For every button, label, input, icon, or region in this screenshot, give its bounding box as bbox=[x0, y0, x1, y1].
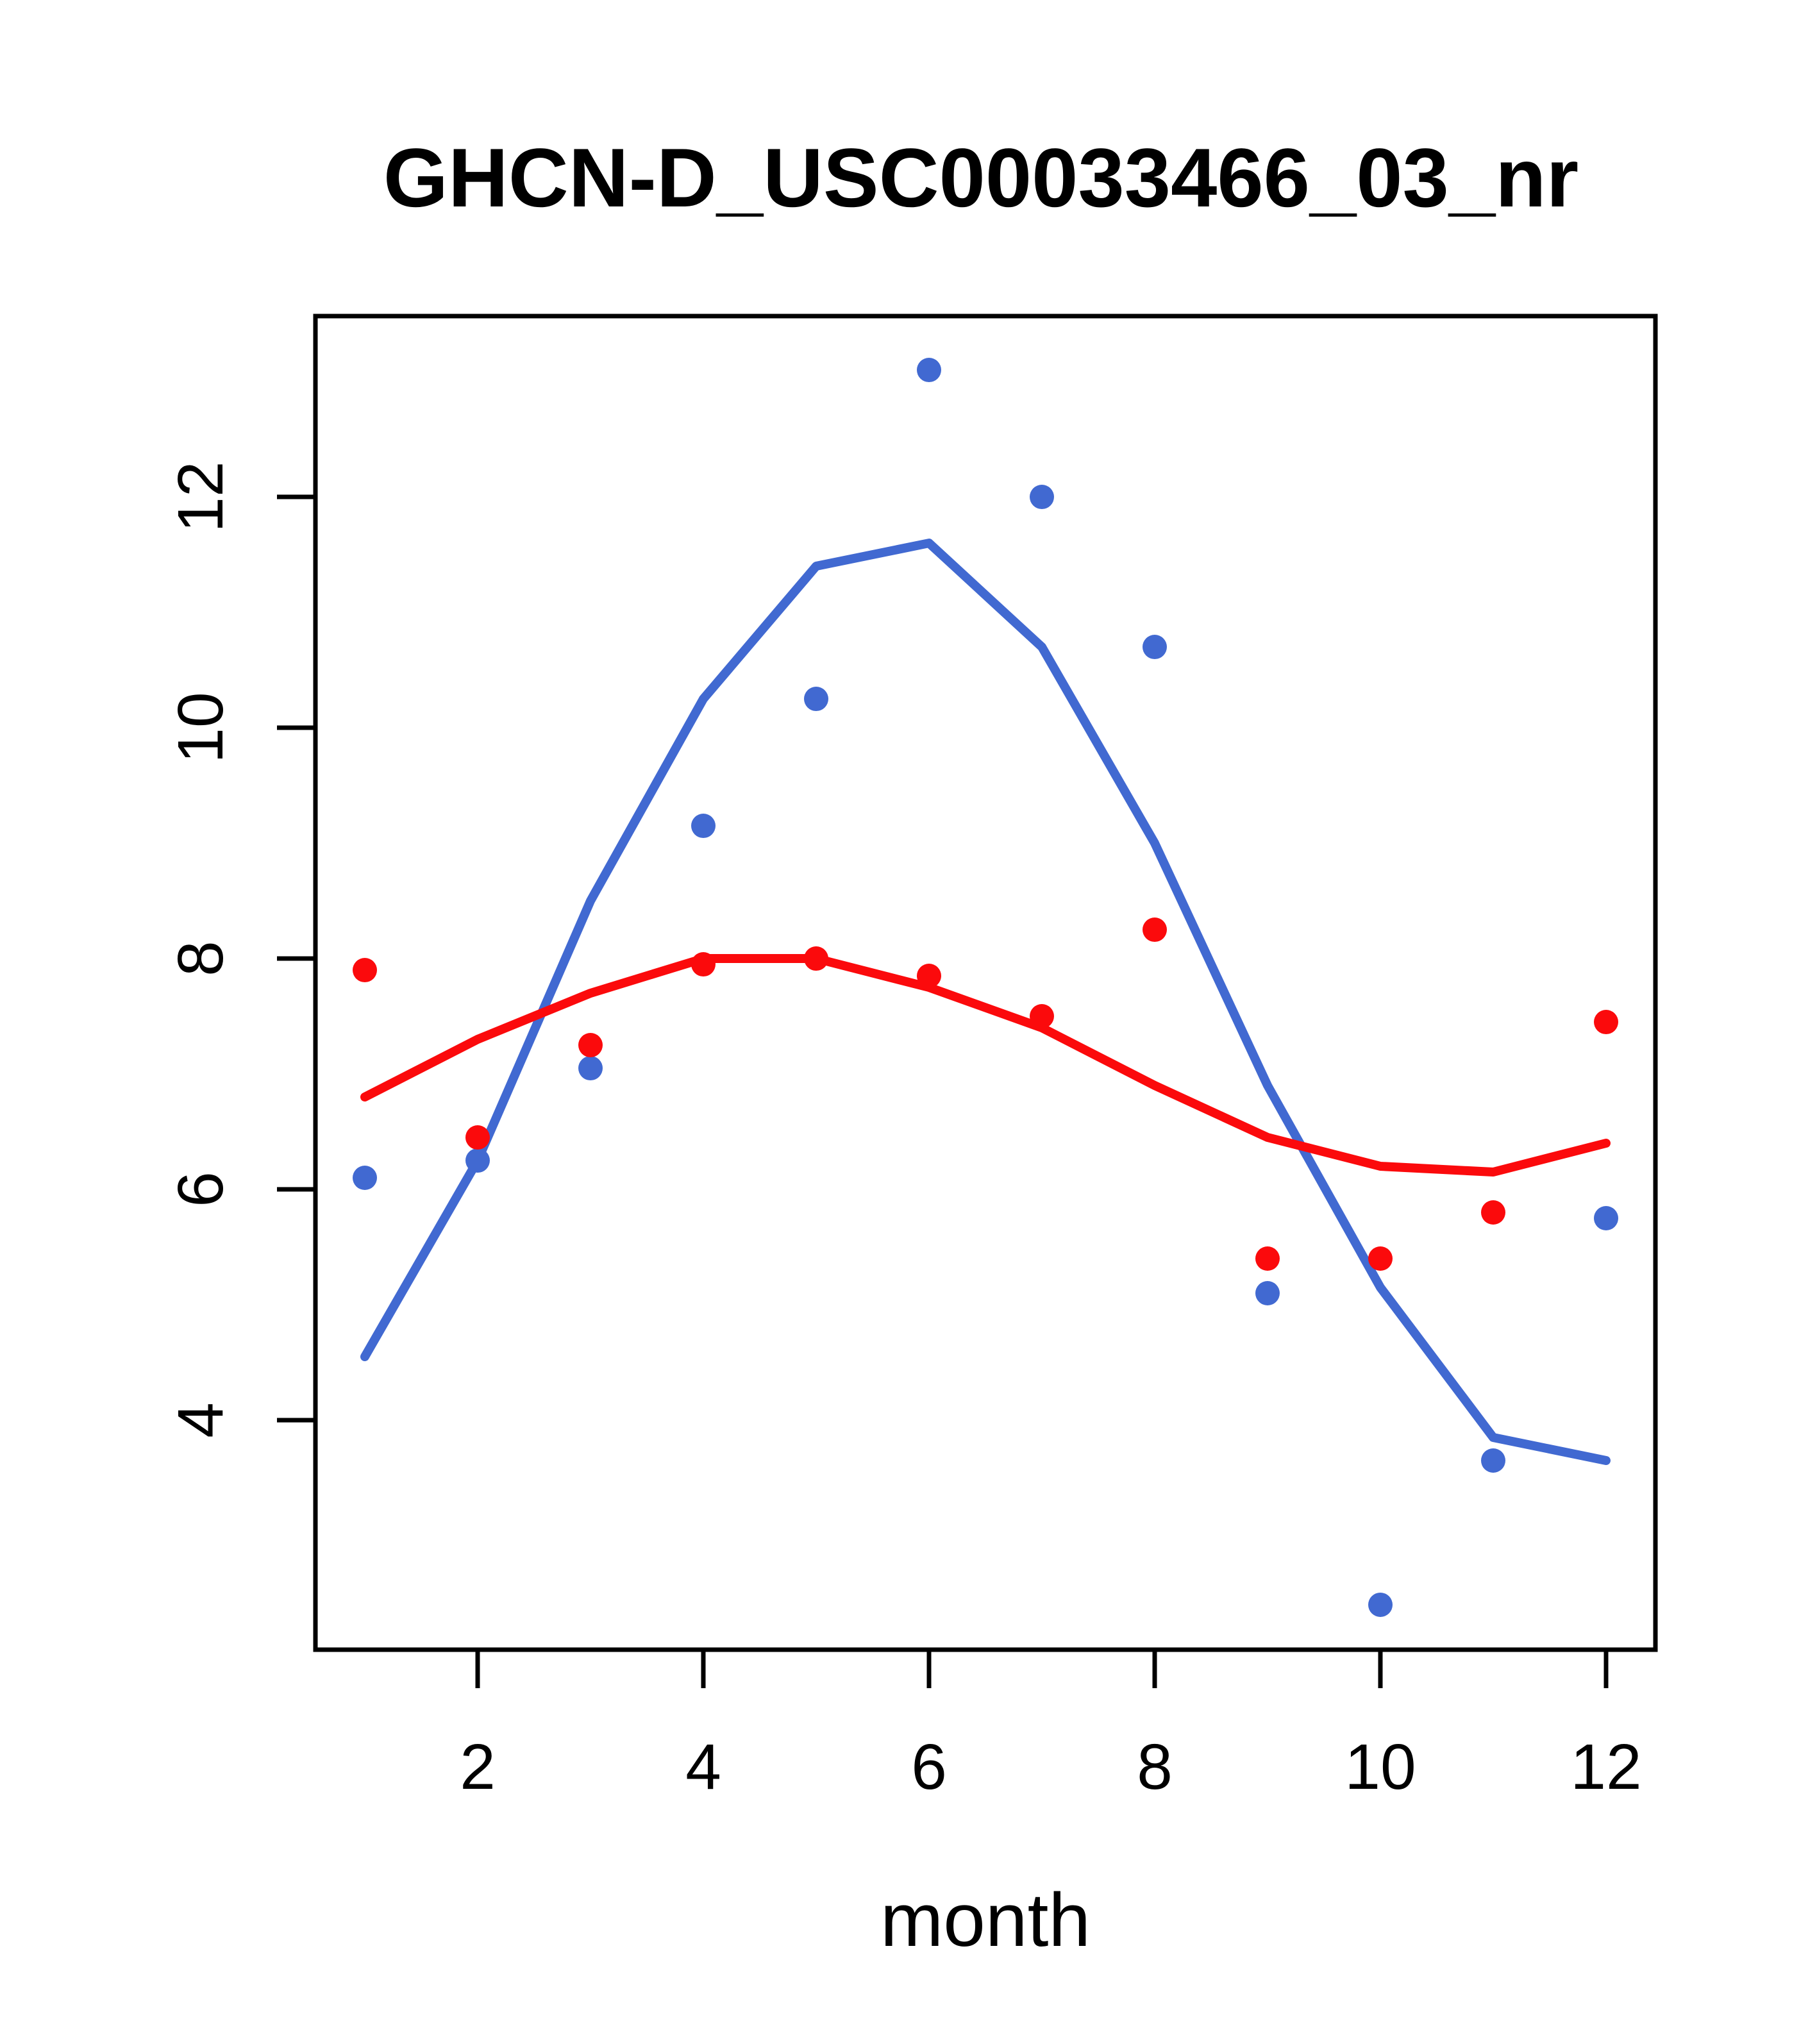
red-smooth-line bbox=[360, 954, 1611, 1177]
red-monthly-values-point bbox=[578, 1033, 603, 1058]
x-tick-label: 12 bbox=[1570, 1731, 1641, 1803]
red-monthly-values-point bbox=[465, 1125, 490, 1150]
red-monthly-values-point bbox=[1368, 1246, 1393, 1271]
blue-monthly-values-point bbox=[353, 1166, 377, 1191]
red-monthly-values-point bbox=[353, 958, 377, 983]
data-points bbox=[353, 358, 1618, 1617]
blue-monthly-values-point bbox=[917, 358, 941, 383]
chart-title: GHCN-D_USC00033466_03_nr bbox=[383, 131, 1578, 224]
blue-monthly-values-point bbox=[804, 687, 828, 712]
blue-monthly-values-point bbox=[1594, 1206, 1618, 1231]
x-tick-label: 4 bbox=[685, 1731, 721, 1803]
y-tick-label: 10 bbox=[165, 692, 237, 763]
y-axis: 4 6 8 10 12 bbox=[165, 461, 315, 1438]
blue-monthly-values-point bbox=[465, 1148, 490, 1173]
blue-smooth-line bbox=[360, 539, 1611, 1465]
red-monthly-values-point bbox=[804, 946, 828, 971]
y-tick-label: 6 bbox=[165, 1171, 237, 1207]
blue-monthly-values-point bbox=[1368, 1592, 1393, 1617]
x-tick-label: 10 bbox=[1344, 1731, 1416, 1803]
red-monthly-values-point bbox=[691, 952, 716, 977]
x-axis: 2 4 6 8 10 12 bbox=[460, 1650, 1642, 1803]
red-monthly-values-point bbox=[1481, 1200, 1505, 1225]
y-tick-label: 12 bbox=[165, 461, 237, 532]
x-tick-label: 2 bbox=[460, 1731, 496, 1803]
blue-monthly-values-point bbox=[691, 814, 716, 839]
red-monthly-values-point bbox=[1030, 1004, 1054, 1029]
red-monthly-values-point bbox=[1255, 1246, 1280, 1271]
blue-monthly-values-point bbox=[1255, 1281, 1280, 1306]
blue-monthly-values-point bbox=[578, 1056, 603, 1081]
blue-monthly-values-point bbox=[1143, 635, 1167, 660]
blue-monthly-values-point bbox=[1481, 1448, 1505, 1473]
red-monthly-values-point bbox=[1143, 917, 1167, 942]
red-monthly-values-point bbox=[1594, 1010, 1618, 1035]
y-tick-label: 8 bbox=[165, 941, 237, 976]
plot-box bbox=[313, 314, 1658, 1652]
red-monthly-values-point bbox=[917, 964, 941, 989]
blue-monthly-values-point bbox=[1030, 485, 1054, 510]
x-tick-label: 6 bbox=[911, 1731, 947, 1803]
y-tick-label: 4 bbox=[165, 1402, 237, 1438]
x-axis-title: month bbox=[880, 1878, 1091, 1963]
x-tick-label: 8 bbox=[1137, 1731, 1173, 1803]
smooth-lines bbox=[360, 539, 1611, 1465]
